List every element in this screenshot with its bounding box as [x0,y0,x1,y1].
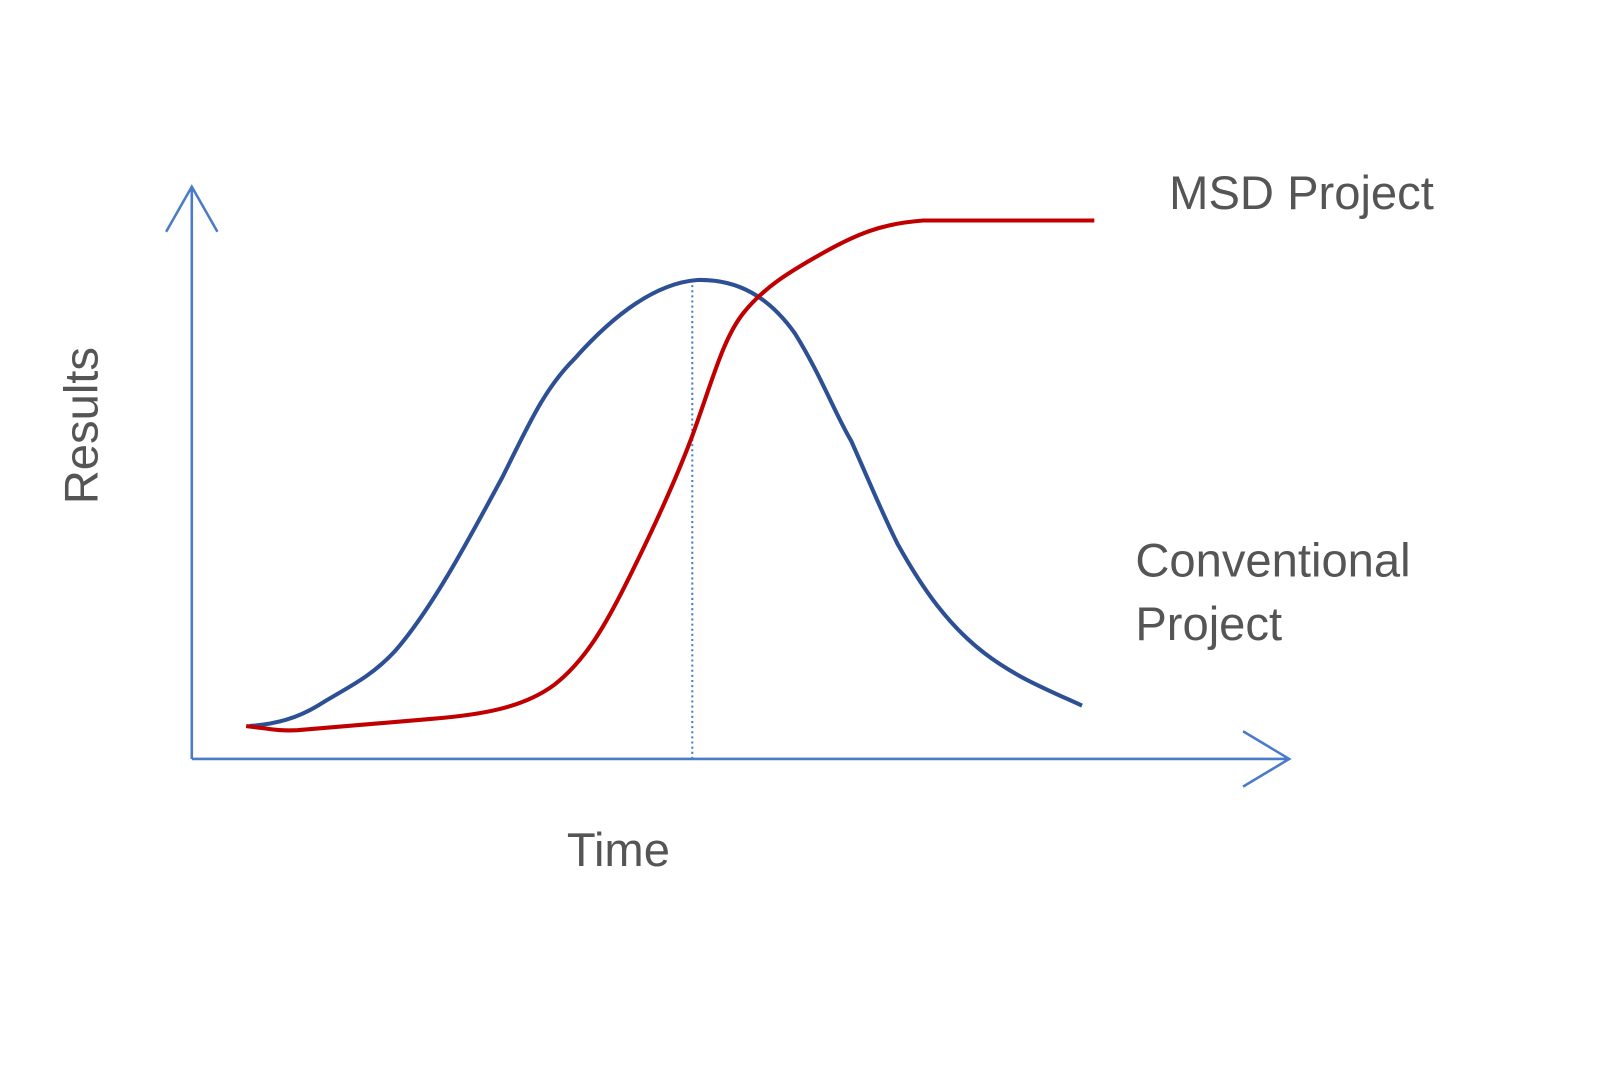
y-axis [165,184,219,759]
msd-curve [245,218,1095,733]
curve-label: Project [1135,597,1282,650]
curve-label: Conventional [1135,533,1410,586]
curve-label: MSD Project [1169,166,1434,219]
x-axis [191,730,1292,788]
diagram-body: Results Time MSD Project Conventional Pr… [55,166,1434,876]
y-axis-label: Results [55,347,108,504]
conventional-curve [249,277,1083,729]
x-axis-label: Time [567,823,670,876]
